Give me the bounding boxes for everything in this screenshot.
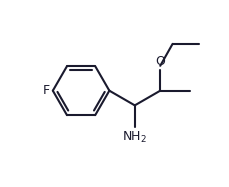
Text: F: F: [43, 84, 50, 97]
Text: O: O: [155, 55, 164, 68]
Text: NH$_2$: NH$_2$: [122, 130, 147, 145]
